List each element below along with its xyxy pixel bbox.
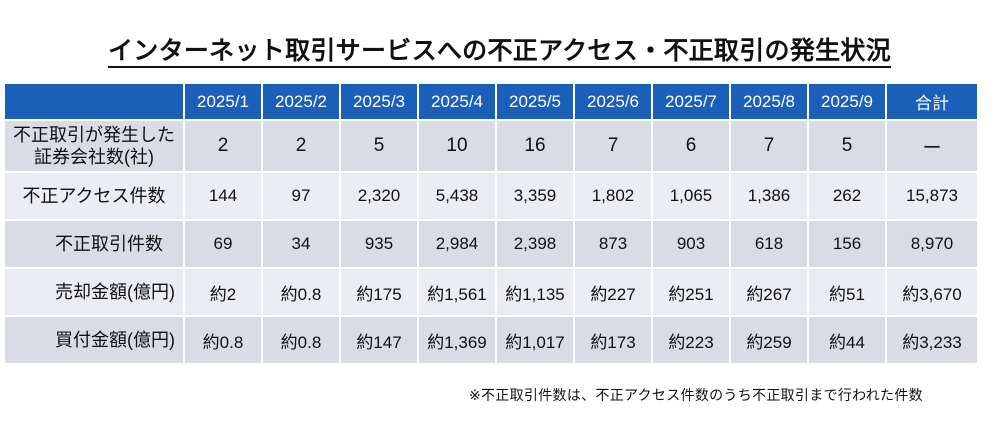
table-cell: 2 [183,119,262,172]
table-cell: 約227 [573,267,652,316]
fraud-statistics-table: 2025/1 2025/2 2025/3 2025/4 2025/5 2025/… [5,84,977,363]
table-cell: 6 [651,119,730,172]
column-header: 2025/5 [495,84,574,120]
table-cell: 約259 [729,315,808,363]
column-header: 2025/2 [261,84,340,120]
table-cell: 7 [573,119,652,172]
table-cell: 約0.8 [183,315,262,363]
row-label: 買付金額(億円) [5,315,184,363]
table-cell-total: 約3,233 [885,315,977,363]
table-cell: 約1,561 [417,267,496,316]
table-cell: 1,386 [729,171,808,220]
table-cell: 2 [261,119,340,172]
column-header: 2025/3 [339,84,418,120]
row-label: 不正取引が発生した 証券会社数(社) [5,119,184,172]
table-cell: 903 [651,219,730,268]
table-cell: 156 [807,219,886,268]
table-cell: 5 [807,119,886,172]
table-cell: 約1,369 [417,315,496,363]
table-cell: 5,438 [417,171,496,220]
table-cell: 約173 [573,315,652,363]
column-header: 2025/1 [183,84,262,120]
page-title: インターネット取引サービスへの不正アクセス・不正取引の発生状況 [0,31,999,68]
footnote: ※不正取引件数は、不正アクセス件数のうち不正取引まで行われた件数 [469,388,923,404]
header-corner [5,84,184,120]
table-cell: 約51 [807,267,886,316]
table-cell: 約267 [729,267,808,316]
table-cell: 69 [183,219,262,268]
row-label: 不正取引件数 [5,219,184,268]
table-cell: 2,984 [417,219,496,268]
page-title-text: インターネット取引サービスへの不正アクセス・不正取引の発生状況 [107,36,892,68]
table-cell: 97 [261,171,340,220]
table-cell: 7 [729,119,808,172]
table-row: 売却金額(億円) 約2 約0.8 約175 約1,561 約1,135 約227… [5,267,977,316]
row-label: 不正アクセス件数 [5,171,184,220]
table-cell: 約147 [339,315,418,363]
table-cell: 3,359 [495,171,574,220]
column-header: 2025/4 [417,84,496,120]
table-cell: 1,065 [651,171,730,220]
table-header-row: 2025/1 2025/2 2025/3 2025/4 2025/5 2025/… [5,84,977,120]
table-cell: 約223 [651,315,730,363]
table-cell: 10 [417,119,496,172]
table-cell: 約44 [807,315,886,363]
column-header: 2025/7 [651,84,730,120]
table-row: 不正取引件数 69 34 935 2,984 2,398 873 903 618… [5,219,977,268]
table-cell: 約251 [651,267,730,316]
row-label-line: 証券会社数(社) [34,147,154,167]
table-row: 不正取引が発生した 証券会社数(社) 2 2 5 10 16 7 6 7 5 ー [5,119,977,172]
table-cell-total: 15,873 [885,171,977,220]
table-cell: 1,802 [573,171,652,220]
table-cell: 16 [495,119,574,172]
table-cell-total: 8,970 [885,219,977,268]
table-cell: 873 [573,219,652,268]
table-cell: 約2 [183,267,262,316]
table-cell: 2,398 [495,219,574,268]
column-header-total: 合計 [885,84,977,120]
table-cell: 約0.8 [261,315,340,363]
row-label: 売却金額(億円) [5,267,184,316]
table-cell-total: ー [885,119,977,172]
table-cell-total: 約3,670 [885,267,977,316]
table-cell: 約175 [339,267,418,316]
table-row: 買付金額(億円) 約0.8 約0.8 約147 約1,369 約1,017 約1… [5,315,977,363]
table-cell: 935 [339,219,418,268]
column-header: 2025/9 [807,84,886,120]
table-cell: 約0.8 [261,267,340,316]
table-cell: 約1,017 [495,315,574,363]
table-cell: 262 [807,171,886,220]
table-cell: 2,320 [339,171,418,220]
table-cell: 34 [261,219,340,268]
table-cell: 618 [729,219,808,268]
row-label-line: 不正取引が発生した [13,125,175,145]
table-cell: 約1,135 [495,267,574,316]
table-cell: 5 [339,119,418,172]
table-cell: 144 [183,171,262,220]
column-header: 2025/8 [729,84,808,120]
column-header: 2025/6 [573,84,652,120]
table-row: 不正アクセス件数 144 97 2,320 5,438 3,359 1,802 … [5,171,977,220]
